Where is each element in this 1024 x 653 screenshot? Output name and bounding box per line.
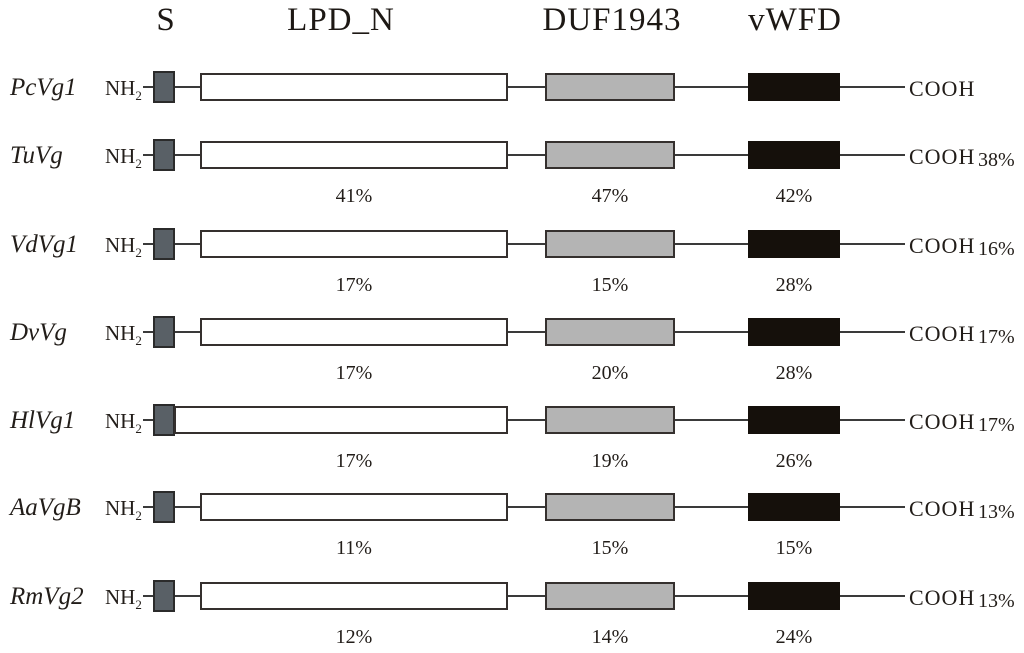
protein-row: HlVg1 NH2 COOH 17%: [0, 404, 1024, 437]
lpd-n-domain-box: [200, 582, 508, 610]
lpd-n-identity-percent: 17%: [335, 450, 373, 472]
vwfd-identity-percent: 24%: [775, 626, 813, 648]
overall-identity-percent: 17%: [978, 414, 1015, 436]
vwfd-domain-box: [748, 73, 840, 101]
overall-identity-percent: 38%: [978, 149, 1015, 171]
identity-percent-row: 41% 47% 42%: [0, 185, 1024, 209]
column-header-vwfd: vWFD: [748, 2, 842, 38]
column-header-signal: S: [156, 2, 176, 38]
backbone-line: [143, 595, 905, 597]
signal-peptide-box: [153, 404, 175, 436]
backbone-line: [143, 154, 905, 156]
backbone-line: [143, 86, 905, 88]
overall-identity-percent: 13%: [978, 501, 1015, 523]
column-header-duf1943: DUF1943: [542, 2, 682, 38]
c-terminus-label: COOH: [909, 409, 976, 434]
n-terminus-label: NH2: [105, 321, 142, 349]
vwfd-identity-percent: 26%: [775, 450, 813, 472]
overall-identity-percent: 16%: [978, 238, 1015, 260]
lpd-n-domain-box: [174, 406, 508, 434]
protein-name: HlVg1: [10, 407, 76, 434]
duf1943-domain-box: [545, 406, 675, 434]
protein-row: PcVg1 NH2 COOH: [0, 71, 1024, 104]
c-terminus-label: COOH: [909, 233, 976, 258]
signal-peptide-box: [153, 139, 175, 171]
lpd-n-identity-percent: 11%: [336, 537, 372, 559]
c-terminus-label: COOH: [909, 76, 976, 101]
identity-percent-row: 12% 14% 24%: [0, 626, 1024, 650]
signal-peptide-box: [153, 491, 175, 523]
protein-name: AaVgB: [10, 494, 81, 521]
duf1943-identity-percent: 20%: [591, 362, 629, 384]
duf1943-domain-box: [545, 230, 675, 258]
lpd-n-identity-percent: 17%: [335, 274, 373, 296]
lpd-n-domain-box: [200, 141, 508, 169]
lpd-n-domain-box: [200, 493, 508, 521]
protein-name: RmVg2: [10, 583, 84, 610]
duf1943-identity-percent: 15%: [591, 274, 629, 296]
protein-name: PcVg1: [10, 74, 77, 101]
identity-percent-row: 11% 15% 15%: [0, 537, 1024, 561]
duf1943-domain-box: [545, 493, 675, 521]
overall-identity-percent: 17%: [978, 326, 1015, 348]
protein-row: VdVg1 NH2 COOH 16%: [0, 228, 1024, 261]
protein-name: DvVg: [10, 319, 67, 346]
signal-peptide-box: [153, 71, 175, 103]
backbone-line: [143, 331, 905, 333]
signal-peptide-box: [153, 316, 175, 348]
lpd-n-identity-percent: 41%: [335, 185, 373, 207]
protein-name: TuVg: [10, 142, 63, 169]
backbone-line: [143, 419, 905, 421]
c-terminus-label: COOH: [909, 585, 976, 610]
protein-row: DvVg NH2 COOH 17%: [0, 316, 1024, 349]
vwfd-identity-percent: 42%: [775, 185, 813, 207]
column-header-lpd-n: LPD_N: [287, 2, 395, 38]
protein-row: RmVg2 NH2 COOH 13%: [0, 580, 1024, 613]
n-terminus-label: NH2: [105, 496, 142, 524]
c-terminus-label: COOH: [909, 321, 976, 346]
vwfd-domain-box: [748, 141, 840, 169]
identity-percent-row: 17% 19% 26%: [0, 450, 1024, 474]
vwfd-identity-percent: 28%: [775, 274, 813, 296]
n-terminus-label: NH2: [105, 585, 142, 613]
overall-identity-percent: 13%: [978, 590, 1015, 612]
duf1943-identity-percent: 15%: [591, 537, 629, 559]
identity-percent-row: 17% 15% 28%: [0, 274, 1024, 298]
lpd-n-domain-box: [200, 73, 508, 101]
n-terminus-label: NH2: [105, 409, 142, 437]
vwfd-domain-box: [748, 493, 840, 521]
duf1943-domain-box: [545, 582, 675, 610]
vwfd-domain-box: [748, 318, 840, 346]
n-terminus-label: NH2: [105, 233, 142, 261]
duf1943-domain-box: [545, 73, 675, 101]
identity-percent-row: 17% 20% 28%: [0, 362, 1024, 386]
duf1943-domain-box: [545, 318, 675, 346]
n-terminus-label: NH2: [105, 76, 142, 104]
duf1943-identity-percent: 14%: [591, 626, 629, 648]
protein-name: VdVg1: [10, 231, 79, 258]
c-terminus-label: COOH: [909, 496, 976, 521]
lpd-n-domain-box: [200, 318, 508, 346]
backbone-line: [143, 506, 905, 508]
vwfd-domain-box: [748, 406, 840, 434]
protein-row: AaVgB NH2 COOH 13%: [0, 491, 1024, 524]
duf1943-identity-percent: 47%: [591, 185, 629, 207]
duf1943-domain-box: [545, 141, 675, 169]
vwfd-domain-box: [748, 582, 840, 610]
signal-peptide-box: [153, 228, 175, 260]
vwfd-identity-percent: 15%: [775, 537, 813, 559]
c-terminus-label: COOH: [909, 144, 976, 169]
n-terminus-label: NH2: [105, 144, 142, 172]
duf1943-identity-percent: 19%: [591, 450, 629, 472]
signal-peptide-box: [153, 580, 175, 612]
lpd-n-identity-percent: 17%: [335, 362, 373, 384]
vwfd-identity-percent: 28%: [775, 362, 813, 384]
lpd-n-identity-percent: 12%: [335, 626, 373, 648]
backbone-line: [143, 243, 905, 245]
protein-row: TuVg NH2 COOH 38%: [0, 139, 1024, 172]
vwfd-domain-box: [748, 230, 840, 258]
lpd-n-domain-box: [200, 230, 508, 258]
